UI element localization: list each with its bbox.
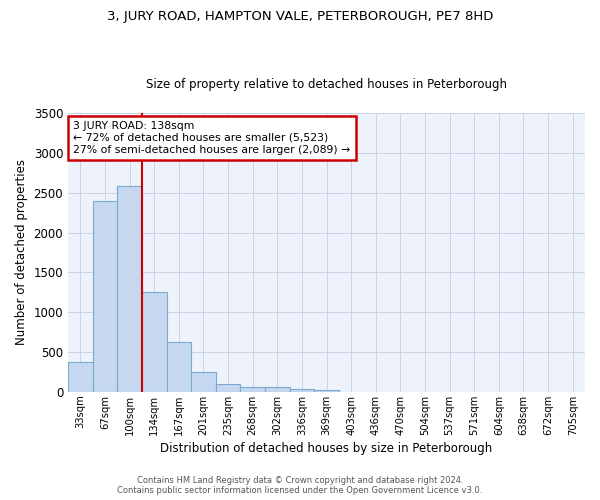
- Text: 3, JURY ROAD, HAMPTON VALE, PETERBOROUGH, PE7 8HD: 3, JURY ROAD, HAMPTON VALE, PETERBOROUGH…: [107, 10, 493, 23]
- Bar: [265, 387, 290, 392]
- Title: Size of property relative to detached houses in Peterborough: Size of property relative to detached ho…: [146, 78, 507, 91]
- Y-axis label: Number of detached properties: Number of detached properties: [15, 160, 28, 346]
- Bar: [314, 390, 339, 392]
- Bar: [92, 202, 117, 392]
- Bar: [191, 372, 216, 392]
- X-axis label: Distribution of detached houses by size in Peterborough: Distribution of detached houses by size …: [160, 442, 493, 455]
- Bar: [241, 386, 265, 392]
- Bar: [142, 292, 167, 392]
- Text: Contains HM Land Registry data © Crown copyright and database right 2024.
Contai: Contains HM Land Registry data © Crown c…: [118, 476, 482, 495]
- Bar: [290, 388, 314, 392]
- Bar: [216, 384, 241, 392]
- Bar: [167, 342, 191, 392]
- Text: 3 JURY ROAD: 138sqm
← 72% of detached houses are smaller (5,523)
27% of semi-det: 3 JURY ROAD: 138sqm ← 72% of detached ho…: [73, 122, 350, 154]
- Bar: [117, 186, 142, 392]
- Bar: [68, 362, 92, 392]
